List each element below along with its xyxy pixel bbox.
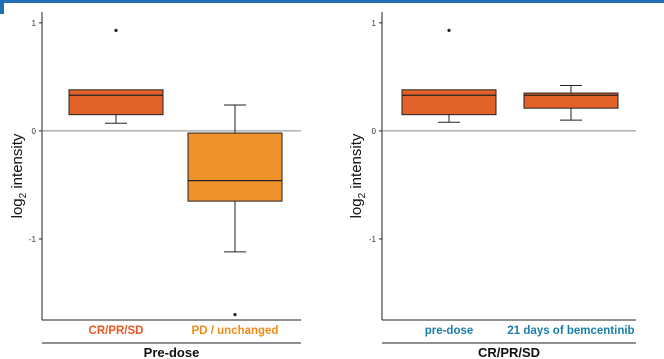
box-iqr bbox=[187, 132, 283, 202]
y-axis-label: log2 intensity bbox=[348, 133, 368, 218]
outlier-point bbox=[447, 28, 451, 32]
accent-bar-corner bbox=[0, 0, 4, 14]
y-tick-label: -1 bbox=[369, 235, 377, 244]
y-tick-label: 1 bbox=[372, 19, 377, 28]
box-iqr bbox=[401, 89, 497, 116]
left-boxplot-panel: 1 0 -1 log2 intensity CR/PR/SD PD / unchanged… bbox=[9, 12, 301, 359]
box-1 bbox=[68, 28, 164, 124]
accent-bar bbox=[0, 0, 664, 3]
box-iqr bbox=[68, 89, 164, 116]
y-tick-label: 0 bbox=[32, 127, 37, 136]
y-tick-label: 0 bbox=[372, 127, 377, 136]
box-1 bbox=[401, 28, 497, 123]
box-2 bbox=[523, 84, 619, 121]
y-tick-label: 1 bbox=[32, 19, 37, 28]
y-tick-label: -1 bbox=[29, 235, 37, 244]
group-label: CR/PR/SD bbox=[478, 345, 540, 359]
category-label: PD / unchanged bbox=[192, 325, 279, 337]
box-iqr bbox=[523, 92, 619, 109]
right-boxplot-panel: 1 0 -1 log2 intensity pre-dose 21 days of bem… bbox=[348, 12, 636, 359]
category-label: 21 days of bemcentinib bbox=[507, 325, 634, 337]
y-axis-label: log2 intensity bbox=[9, 133, 29, 218]
category-label: CR/PR/SD bbox=[89, 325, 144, 337]
category-label: pre-dose bbox=[425, 325, 474, 337]
group-label: Pre-dose bbox=[144, 345, 200, 359]
outlier-point bbox=[233, 312, 237, 317]
outlier-point bbox=[114, 28, 118, 32]
box-2 bbox=[187, 104, 283, 317]
